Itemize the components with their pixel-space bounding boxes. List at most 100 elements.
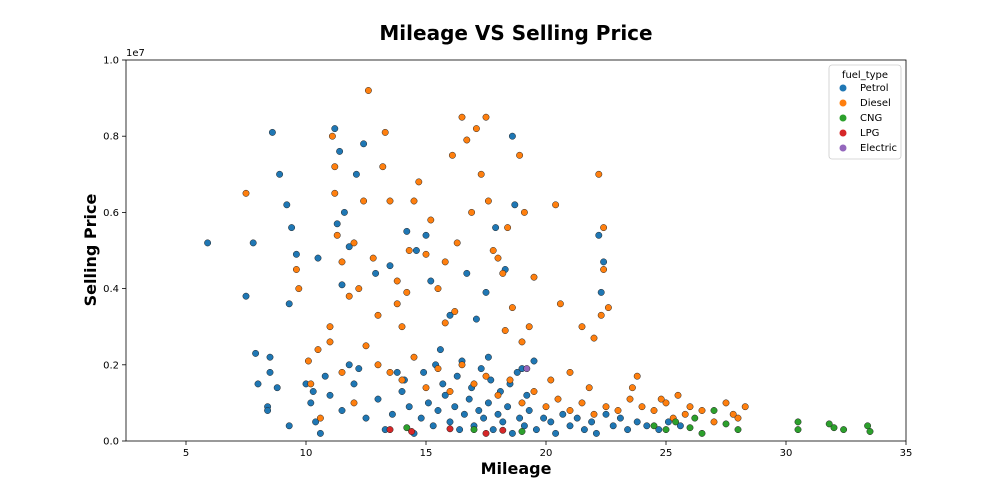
legend-title: fuel_type [842,70,888,81]
point-petrol [254,380,262,388]
legend-label-cng: CNG [860,113,882,124]
point-diesel [331,189,339,197]
point-lpg [446,425,454,433]
point-diesel [489,247,497,254]
point-diesel [556,300,564,308]
point-petrol [676,422,684,430]
point-petrol [434,407,442,414]
point-cng [403,424,411,432]
point-petrol [600,258,608,266]
legend-label-diesel: Diesel [860,98,891,109]
point-diesel [518,338,526,346]
point-petrol [465,395,473,403]
point-petrol [525,407,533,414]
point-diesel [292,266,300,273]
point-diesel [626,395,634,403]
point-diesel [734,414,742,422]
point-petrol [592,429,600,437]
legend-label-petrol: Petrol [860,83,889,94]
point-petrol [633,418,641,426]
point-petrol [484,399,492,407]
point-diesel [448,151,456,159]
point-lpg [499,426,507,434]
point-cng [825,420,833,428]
point-diesel [369,254,377,262]
point-diesel [451,308,459,315]
point-petrol [588,418,596,426]
point-petrol [326,391,334,399]
point-diesel [585,384,593,392]
point-petrol [405,403,413,411]
point-petrol [266,368,274,376]
point-diesel [434,365,442,373]
point-petrol [530,357,538,365]
point-diesel [374,311,382,319]
y-axis-ticks: 0.0 0.2 0.4 0.6 0.8 1.0 [103,56,126,448]
point-petrol [489,426,497,434]
y-tick-label: 0.2 [103,360,119,371]
point-diesel [410,353,418,361]
point-diesel [494,254,502,262]
point-diesel [434,285,442,293]
data-points [204,87,874,437]
point-petrol [355,365,363,373]
point-diesel [633,372,641,380]
point-petrol [494,410,502,418]
point-diesel [381,128,389,136]
point-diesel [453,239,461,247]
point-petrol [333,220,341,228]
point-diesel [468,208,476,216]
point-diesel [516,151,524,159]
point-petrol [340,208,348,216]
point-petrol [345,243,353,251]
point-petrol [643,422,651,430]
y-tick-label: 0.4 [103,284,119,295]
point-petrol [309,388,317,395]
point-petrol [314,254,322,262]
point-petrol [350,380,358,388]
point-petrol [331,125,339,133]
point-diesel [698,407,706,414]
point-petrol [552,429,560,437]
point-diesel [482,113,490,121]
point-diesel [506,376,514,384]
point-petrol [597,288,605,296]
point-lpg [408,428,416,435]
point-petrol [276,170,284,178]
point-diesel [338,368,346,376]
point-diesel [350,239,358,247]
point-petrol [436,346,444,354]
point-diesel [614,407,622,414]
point-diesel [441,258,449,266]
point-diesel [427,216,435,224]
point-petrol [439,380,447,388]
point-petrol [559,410,567,418]
point-petrol [336,147,344,155]
point-diesel [446,388,454,395]
point-diesel [403,288,411,296]
point-diesel [482,372,490,380]
point-diesel [328,132,336,140]
point-petrol [655,426,663,434]
point-petrol [412,247,420,254]
point-diesel [504,224,512,232]
point-petrol [393,368,401,376]
legend: fuel_type Petrol Diesel CNG LPG Electric [828,64,902,160]
point-petrol [204,239,212,247]
point-petrol [268,128,276,136]
point-petrol [403,227,411,235]
point-cng [710,407,718,414]
point-petrol [338,281,346,289]
point-diesel [477,170,485,178]
point-diesel [554,395,562,403]
point-petrol [285,300,293,308]
point-petrol [602,410,610,418]
point-diesel [494,391,502,399]
point-cng [698,429,706,437]
point-petrol [441,391,449,399]
legend-marker-cng [839,114,847,122]
point-petrol [511,201,519,209]
point-lpg [386,426,394,434]
point-petrol [580,426,588,434]
point-petrol [386,262,394,270]
